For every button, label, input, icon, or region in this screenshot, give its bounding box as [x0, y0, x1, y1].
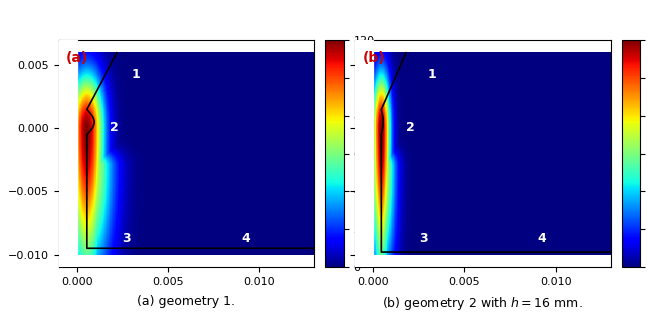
Text: 3: 3 — [122, 232, 131, 245]
Text: 3: 3 — [419, 232, 428, 245]
Bar — [58, 40, 77, 267]
X-axis label: (a) geometry 1.: (a) geometry 1. — [137, 295, 235, 308]
Text: 1: 1 — [428, 68, 437, 81]
Text: 4: 4 — [538, 232, 546, 245]
Text: 1: 1 — [131, 68, 140, 81]
Text: 2: 2 — [110, 121, 118, 134]
Text: 2: 2 — [406, 121, 415, 134]
Text: (b): (b) — [363, 51, 385, 65]
Text: 4: 4 — [241, 232, 250, 245]
Bar — [355, 40, 373, 267]
Text: (a): (a) — [66, 51, 88, 65]
X-axis label: (b) geometry 2 with $h = 16$ mm.: (b) geometry 2 with $h = 16$ mm. — [382, 295, 583, 312]
